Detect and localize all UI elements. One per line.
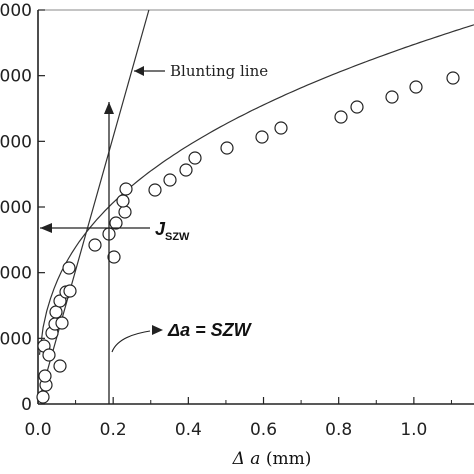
data-point xyxy=(62,261,76,275)
x-tick-label: 0.0 xyxy=(24,420,51,440)
data-point xyxy=(49,305,63,319)
data-point xyxy=(38,369,52,383)
data-point xyxy=(42,348,56,362)
data-point xyxy=(118,205,132,219)
x-tick-label: 0.2 xyxy=(100,420,127,440)
data-point xyxy=(63,284,77,298)
blunting-line-label: Blunting line xyxy=(170,62,268,80)
data-point xyxy=(188,151,202,165)
y-tick-label: 000 xyxy=(0,198,32,218)
data-markers xyxy=(36,71,460,404)
data-point xyxy=(109,216,123,230)
x-axis-unit: (mm) xyxy=(266,449,312,469)
data-point xyxy=(107,250,121,264)
blunting-line xyxy=(37,9,150,405)
data-point xyxy=(53,294,67,308)
x-tick-label: 0.8 xyxy=(325,420,352,440)
x-tick-label: 1.0 xyxy=(400,420,427,440)
y-tick-label: 000 xyxy=(0,132,32,152)
data-point xyxy=(119,182,133,196)
szw-pointer-head xyxy=(152,325,163,335)
y-tick-label: 000 xyxy=(0,1,32,21)
fit-curve-path xyxy=(38,24,474,355)
data-point xyxy=(148,183,162,197)
blunting-arrow-head xyxy=(134,66,144,76)
szw-pointer-curve xyxy=(111,330,151,353)
y-tick-label: 000 xyxy=(0,264,32,284)
data-point xyxy=(53,359,67,373)
j-szw-label: J xyxy=(155,219,166,239)
data-point xyxy=(220,141,234,155)
x-axis-symbol: Δ a xyxy=(232,449,261,469)
y-tick-label: 000 xyxy=(0,67,32,87)
data-point xyxy=(55,316,69,330)
data-point xyxy=(334,110,348,124)
data-point xyxy=(350,100,364,114)
j-horizontal-arrow-head xyxy=(40,223,52,233)
data-point xyxy=(409,80,423,94)
x-tick-label: 0.4 xyxy=(175,420,202,440)
szw-vertical-arrow-head xyxy=(104,102,114,114)
fit-curve xyxy=(38,24,474,355)
szw-equation-label: Δa = SZW xyxy=(167,320,253,340)
annotations: Blunting line J SZW Δa = SZW xyxy=(40,62,268,404)
data-point xyxy=(179,163,193,177)
data-point xyxy=(446,71,460,85)
j-szw-subscript: SZW xyxy=(165,231,190,243)
x-axis-title: Δ a (mm) xyxy=(232,449,312,469)
y-tick-label: 0 xyxy=(21,395,32,415)
data-point xyxy=(274,121,288,135)
data-point xyxy=(163,173,177,187)
data-point xyxy=(88,238,102,252)
data-point xyxy=(255,130,269,144)
blunting-line-path xyxy=(37,9,150,405)
data-point xyxy=(116,194,130,208)
x-tick-label: 0.6 xyxy=(250,420,277,440)
data-point xyxy=(36,390,50,404)
y-tick-label: 000 xyxy=(0,329,32,349)
data-point xyxy=(385,90,399,104)
